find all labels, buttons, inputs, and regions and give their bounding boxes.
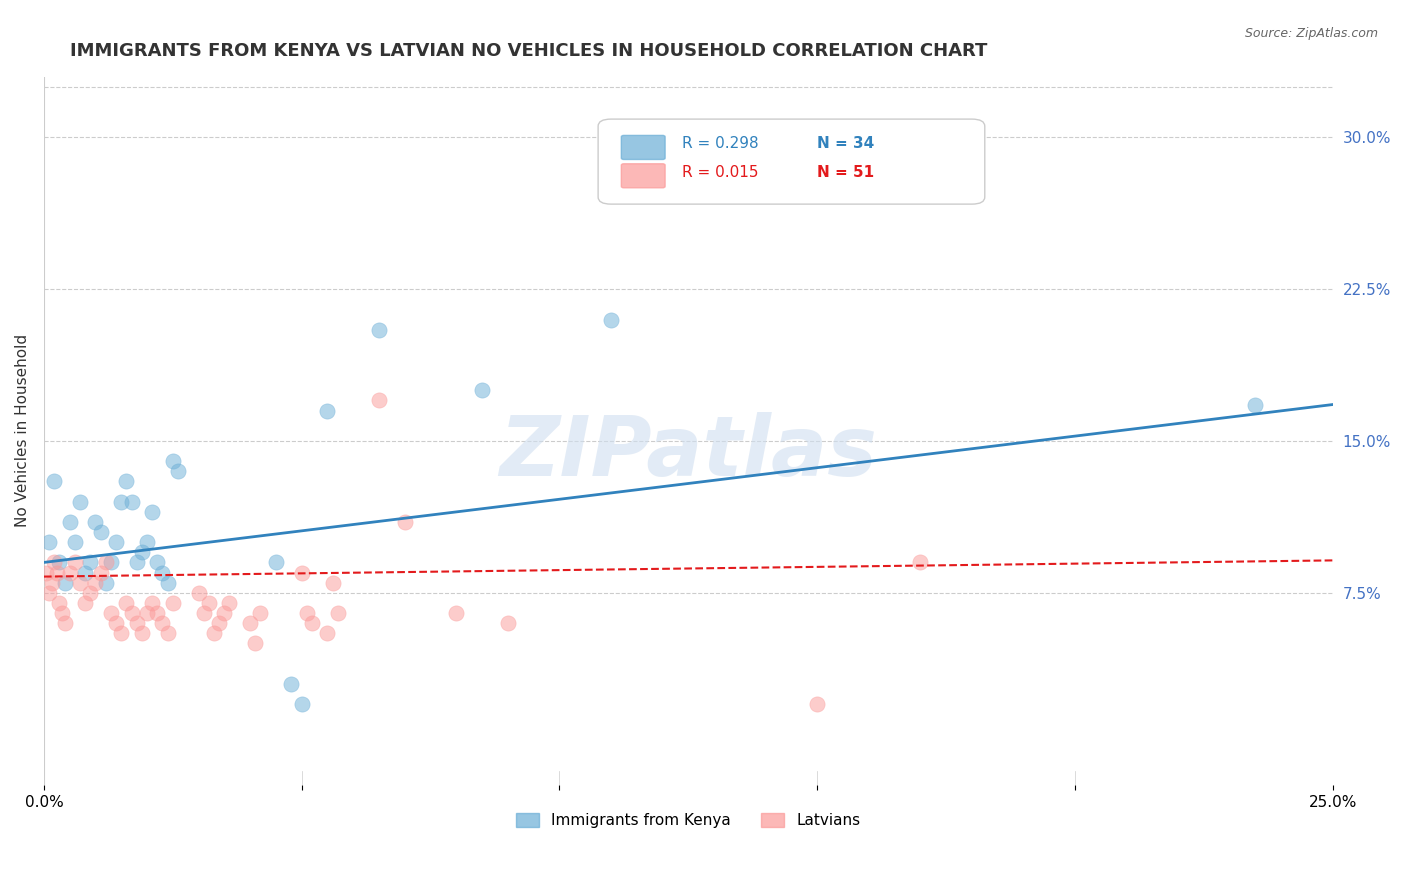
Point xyxy=(45,566,67,580)
Point xyxy=(75,566,97,580)
Text: N = 34: N = 34 xyxy=(817,136,875,152)
Point xyxy=(368,323,391,337)
Point xyxy=(38,535,60,549)
Point xyxy=(84,515,107,529)
Point xyxy=(326,606,349,620)
Point xyxy=(63,556,86,570)
Point xyxy=(79,586,101,600)
Text: R = 0.298: R = 0.298 xyxy=(682,136,758,152)
Point xyxy=(471,384,494,398)
Point xyxy=(301,616,323,631)
Point xyxy=(69,494,91,508)
Point xyxy=(38,586,60,600)
Point xyxy=(125,616,148,631)
Point xyxy=(44,475,66,489)
Text: Source: ZipAtlas.com: Source: ZipAtlas.com xyxy=(1244,27,1378,40)
Point xyxy=(291,566,314,580)
Text: ZIPatlas: ZIPatlas xyxy=(499,411,877,492)
Point xyxy=(136,535,159,549)
Point xyxy=(239,616,262,631)
Point xyxy=(131,545,153,559)
Point xyxy=(115,596,138,610)
Point xyxy=(146,606,169,620)
Point xyxy=(600,312,623,326)
Point xyxy=(94,575,117,590)
Point xyxy=(90,566,112,580)
Point xyxy=(59,515,82,529)
Point xyxy=(105,616,128,631)
Text: N = 51: N = 51 xyxy=(817,165,875,180)
Point xyxy=(79,556,101,570)
Point xyxy=(193,606,215,620)
Point xyxy=(110,494,132,508)
Point xyxy=(394,515,416,529)
Point xyxy=(100,606,122,620)
Point xyxy=(910,556,932,570)
Point xyxy=(208,616,231,631)
Point xyxy=(187,586,209,600)
Point xyxy=(48,596,70,610)
Point xyxy=(368,393,391,408)
Point xyxy=(100,556,122,570)
Point xyxy=(94,556,117,570)
Point xyxy=(295,606,318,620)
Point xyxy=(141,596,163,610)
Point xyxy=(156,626,179,640)
Point xyxy=(121,494,143,508)
Point xyxy=(316,403,339,417)
Point xyxy=(136,606,159,620)
Point xyxy=(152,616,174,631)
Point xyxy=(35,566,58,580)
Point xyxy=(51,606,73,620)
Point xyxy=(53,616,76,631)
Point xyxy=(162,454,184,468)
Point xyxy=(322,575,344,590)
Point xyxy=(280,677,302,691)
Point xyxy=(162,596,184,610)
Point xyxy=(131,626,153,640)
Legend: Immigrants from Kenya, Latvians: Immigrants from Kenya, Latvians xyxy=(510,807,866,834)
Point xyxy=(121,606,143,620)
Point xyxy=(152,566,174,580)
Point xyxy=(115,475,138,489)
Point xyxy=(446,606,468,620)
Point xyxy=(59,566,82,580)
Point xyxy=(496,616,519,631)
Point xyxy=(75,596,97,610)
Point xyxy=(146,556,169,570)
Point xyxy=(69,575,91,590)
Point xyxy=(1244,398,1267,412)
Point xyxy=(44,556,66,570)
Point xyxy=(316,626,339,640)
Text: IMMIGRANTS FROM KENYA VS LATVIAN NO VEHICLES IN HOUSEHOLD CORRELATION CHART: IMMIGRANTS FROM KENYA VS LATVIAN NO VEHI… xyxy=(70,42,987,60)
FancyBboxPatch shape xyxy=(621,164,665,188)
Point xyxy=(245,636,267,650)
Y-axis label: No Vehicles in Household: No Vehicles in Household xyxy=(15,334,30,527)
Point xyxy=(105,535,128,549)
Point xyxy=(249,606,271,620)
Point xyxy=(110,626,132,640)
Point xyxy=(167,464,190,478)
Point xyxy=(218,596,240,610)
Point xyxy=(41,575,63,590)
Point xyxy=(264,556,287,570)
Text: R = 0.015: R = 0.015 xyxy=(682,165,758,180)
Point xyxy=(198,596,221,610)
Point xyxy=(48,556,70,570)
Point xyxy=(84,575,107,590)
Point xyxy=(202,626,225,640)
Point xyxy=(141,505,163,519)
Point xyxy=(53,575,76,590)
Point xyxy=(90,524,112,539)
FancyBboxPatch shape xyxy=(621,136,665,160)
Point xyxy=(214,606,236,620)
Point xyxy=(63,535,86,549)
Point xyxy=(806,697,828,711)
Point xyxy=(125,556,148,570)
Point xyxy=(291,697,314,711)
FancyBboxPatch shape xyxy=(598,120,984,204)
Point xyxy=(156,575,179,590)
